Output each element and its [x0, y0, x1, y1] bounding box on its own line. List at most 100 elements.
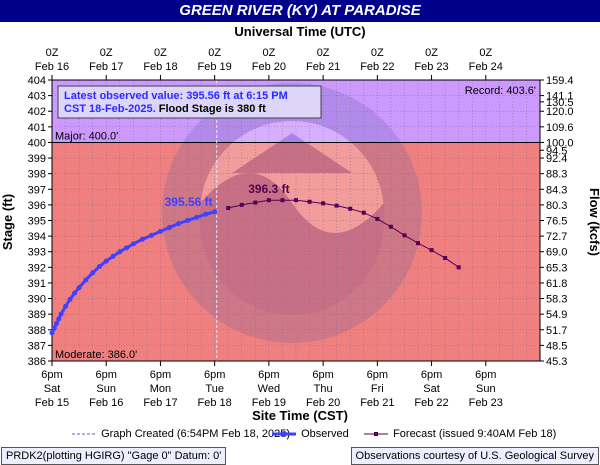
observed-point	[124, 245, 130, 251]
observed-point	[76, 285, 82, 291]
source-footer: Observations courtesy of U.S. Geological…	[350, 447, 599, 465]
bottom-tick-label-time: 6pm	[421, 369, 442, 381]
observed-point	[96, 264, 102, 270]
observed-point	[90, 270, 96, 276]
flow-tick-label: 54.9	[546, 309, 567, 321]
flow-tick-label: 120.0	[546, 106, 574, 118]
flow-tick-label: 45.3	[546, 356, 567, 368]
observed-point	[63, 303, 69, 309]
stage-tick-label: 399	[28, 153, 46, 165]
bottom-tick-label-date: Feb 18	[198, 397, 232, 409]
forecast-point	[266, 198, 271, 203]
observed-point	[203, 211, 209, 217]
top-axis-title: Universal Time (UTC)	[234, 24, 365, 39]
stage-tick-label: 397	[28, 184, 46, 196]
forecast-point	[294, 198, 298, 203]
flow-tick-label: 65.3	[546, 262, 567, 274]
forecast-point	[375, 216, 380, 221]
forecast-point	[321, 201, 326, 206]
observed-point	[103, 258, 109, 264]
bottom-tick-label-date: Feb 22	[414, 397, 448, 409]
record-stage-label: Record: 403.6'	[465, 85, 536, 97]
latest-observation-line2: CST 18-Feb-2025. Flood Stage is 380 ft	[64, 103, 266, 115]
forecast-crest-label: 396.3 ft	[248, 182, 289, 196]
major-stage-label: Major: 400.0'	[55, 130, 118, 142]
flow-tick-label: 141.1	[546, 91, 574, 103]
stage-tick-label: 386	[28, 356, 46, 368]
top-tick-label-date: Feb 16	[35, 61, 69, 73]
flow-tick-label: 92.4	[546, 153, 567, 165]
observed-point	[67, 296, 73, 302]
latest-observation-box-frame	[57, 85, 322, 119]
flow-tick-label: 84.3	[546, 184, 567, 196]
legend: Graph Created (6:54PM Feb 18, 2025) Obse…	[0, 426, 600, 444]
forecast-point	[443, 255, 448, 260]
flood-stage-note: Flood Stage is 380 ft	[159, 103, 266, 115]
flow-tick-label: 72.7	[546, 231, 567, 243]
top-tick-label-date: Feb 22	[360, 61, 394, 73]
bottom-tick-label-day: Thu	[314, 383, 333, 395]
observed-point	[117, 249, 123, 255]
stage-tick-label: 402	[28, 106, 46, 118]
bottom-tick-label-time: 6pm	[96, 369, 117, 381]
observed-point	[139, 236, 145, 242]
bottom-tick-label-day: Wed	[258, 383, 280, 395]
stage-tick-label: 394	[28, 231, 46, 243]
stage-tick-label: 396	[28, 200, 46, 212]
datum-footer: PRDK2(plotting HGIRG) "Gage 0" Datum: 0'	[1, 447, 227, 465]
flow-tick-label: 48.5	[546, 340, 567, 352]
flow-tick-label: 88.3	[546, 169, 567, 181]
observed-callout-label: 395.56 ft	[165, 195, 213, 209]
top-tick-label-date: Feb 19	[198, 61, 232, 73]
forecast-point	[361, 210, 366, 215]
forecast-point	[334, 203, 339, 208]
legend-forecast: Forecast (issued 9:40AM Feb 18)	[362, 428, 556, 440]
top-tick-label-date: Feb 18	[143, 61, 177, 73]
flow-tick-label: 94.5	[546, 145, 567, 157]
bottom-tick-label-date: Feb 21	[360, 397, 394, 409]
bottom-tick-label-time: 6pm	[475, 369, 496, 381]
forecast-point	[348, 206, 353, 211]
bottom-tick-label-time: 6pm	[150, 369, 171, 381]
observed-point	[58, 311, 64, 317]
observed-point	[166, 225, 172, 231]
top-tick-label-time: 0Z	[479, 47, 492, 59]
stage-tick-label: 391	[28, 278, 46, 290]
bottom-tick-label-day: Fri	[371, 383, 384, 395]
watermark-wave	[200, 173, 384, 315]
title-bar: GREEN RIVER (KY) AT PARADISE	[0, 0, 600, 22]
latest-observation-date: CST 18-Feb-2025.	[64, 103, 159, 115]
forecast-series-line	[228, 199, 459, 268]
stage-tick-label: 401	[28, 122, 46, 134]
stage-tick-label: 390	[28, 294, 46, 306]
legend-graph-created: Graph Created (6:54PM Feb 18, 2025)	[72, 428, 291, 440]
chart-title: GREEN RIVER (KY) AT PARADISE	[179, 2, 421, 19]
forecast-point	[416, 241, 420, 246]
bottom-tick-label-time: 6pm	[258, 369, 279, 381]
top-tick-label-time: 0Z	[262, 47, 275, 59]
bottom-tick-label-day: Sun	[96, 383, 116, 395]
bottom-tick-label-date: Feb 23	[469, 397, 503, 409]
observed-point	[130, 241, 136, 247]
bottom-tick-label-date: Feb 16	[89, 397, 123, 409]
stage-tick-label: 398	[28, 169, 46, 181]
bottom-tick-label-day: Sat	[44, 383, 61, 395]
observed-point	[110, 253, 116, 259]
flow-tick-label: 159.4	[546, 75, 574, 87]
forecast-point	[239, 202, 244, 207]
forecast-point	[253, 200, 258, 205]
forecast-point	[456, 265, 461, 270]
observed-point	[194, 214, 200, 220]
flow-tick-label: 51.7	[546, 325, 567, 337]
bottom-tick-label-date: Feb 17	[143, 397, 177, 409]
bottom-tick-label-date: Feb 19	[252, 397, 286, 409]
top-tick-label-date: Feb 23	[414, 61, 448, 73]
stage-tick-label: 392	[28, 262, 46, 274]
top-tick-label-time: 0Z	[208, 47, 221, 59]
stage-tick-label: 400	[28, 137, 46, 149]
top-tick-label-time: 0Z	[371, 47, 384, 59]
forecast-point	[307, 199, 312, 204]
flow-tick-label: 61.8	[546, 278, 567, 290]
observed-point	[83, 277, 89, 283]
right-axis-title: Flow (kcfs)	[587, 188, 600, 256]
